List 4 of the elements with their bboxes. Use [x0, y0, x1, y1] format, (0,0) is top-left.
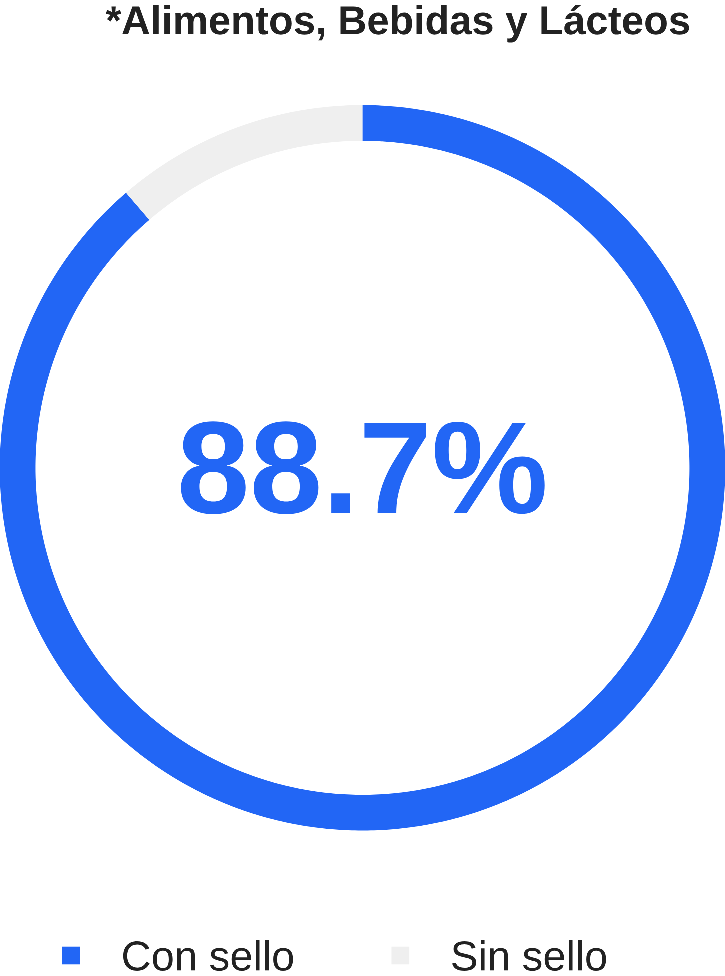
data-label: 88.7%	[181, 422, 545, 514]
legend-label: Sin sello	[452, 940, 606, 972]
legend-label: Con sello	[123, 940, 293, 972]
chart-title: *Alimentos, Bebidas y Lácteos	[106, 4, 690, 43]
